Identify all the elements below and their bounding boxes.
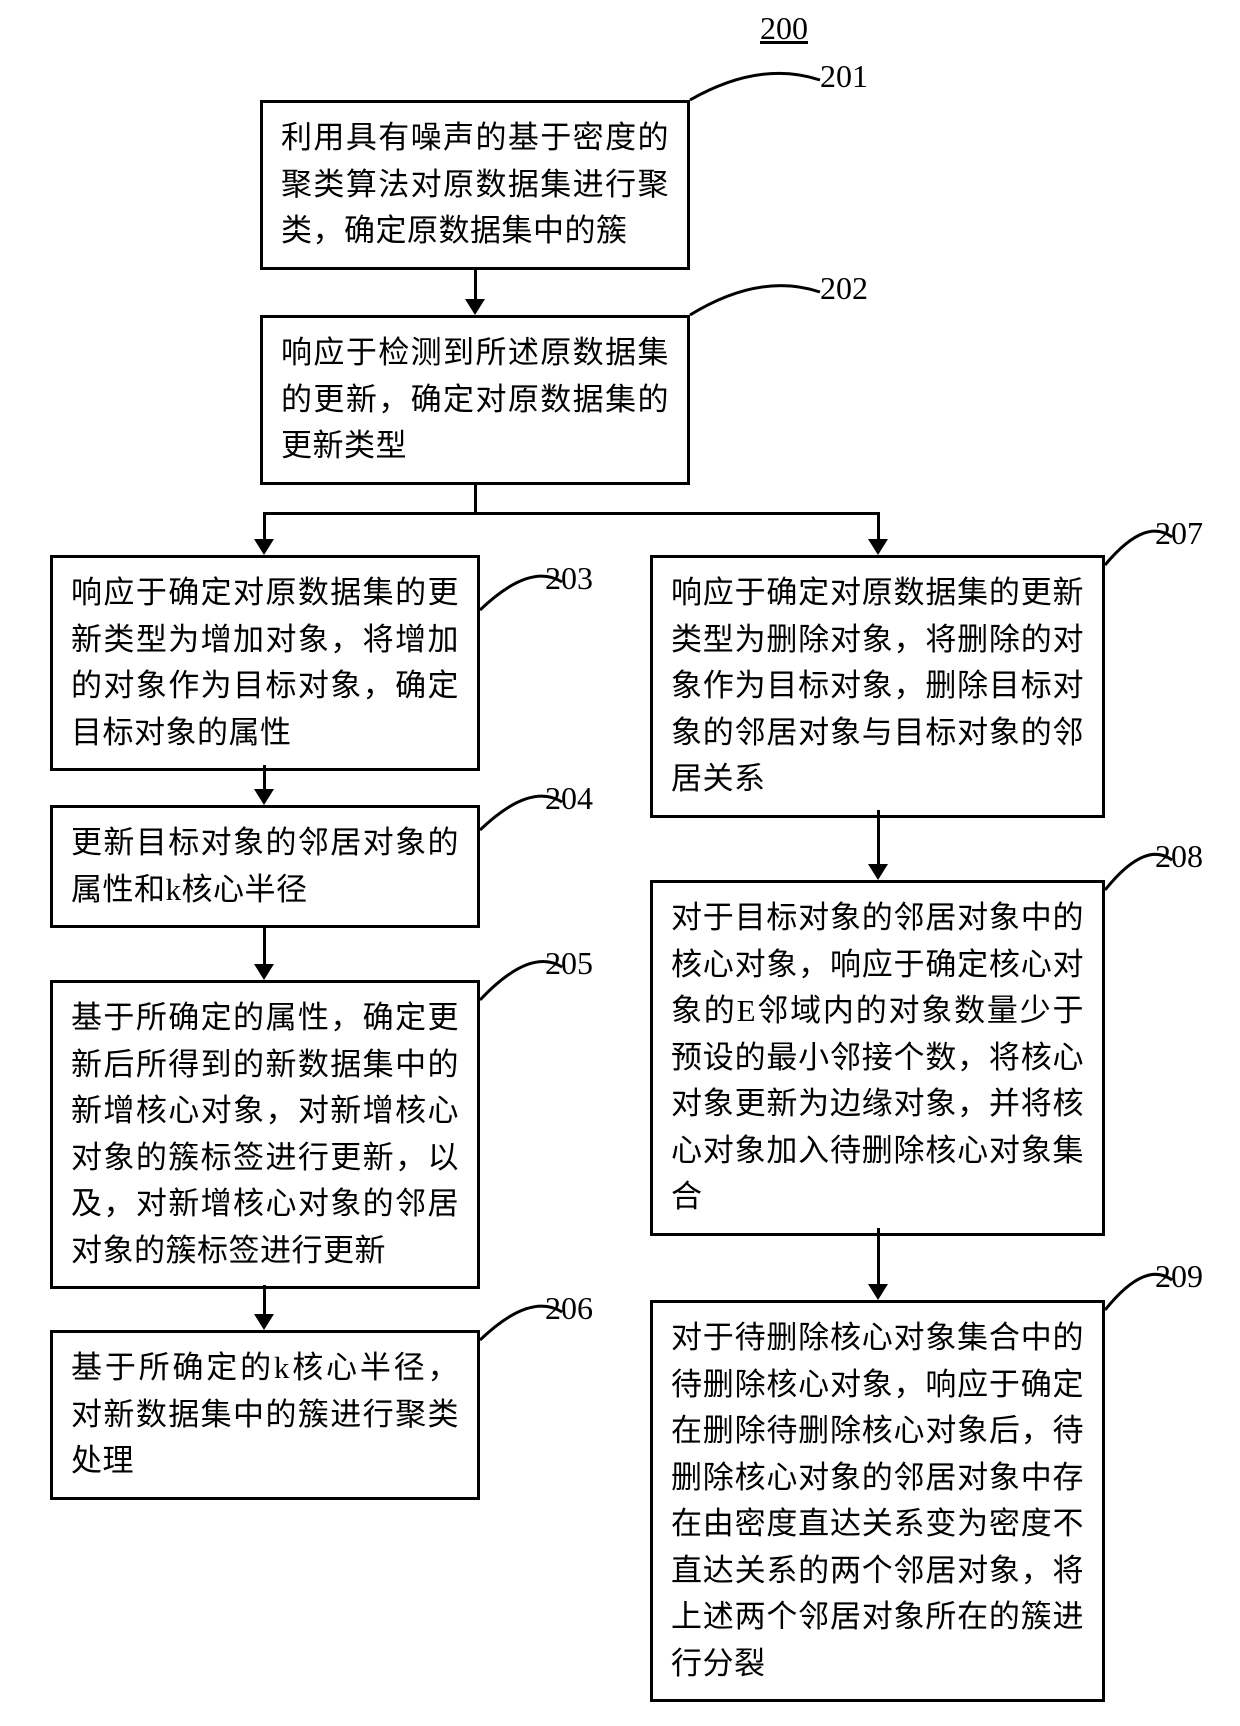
curve-201 [0, 0, 1240, 1726]
flowchart: 200 利用具有噪声的基于密度的聚类算法对原数据集进行聚类，确定原数据集中的簇 … [0, 0, 1240, 1726]
